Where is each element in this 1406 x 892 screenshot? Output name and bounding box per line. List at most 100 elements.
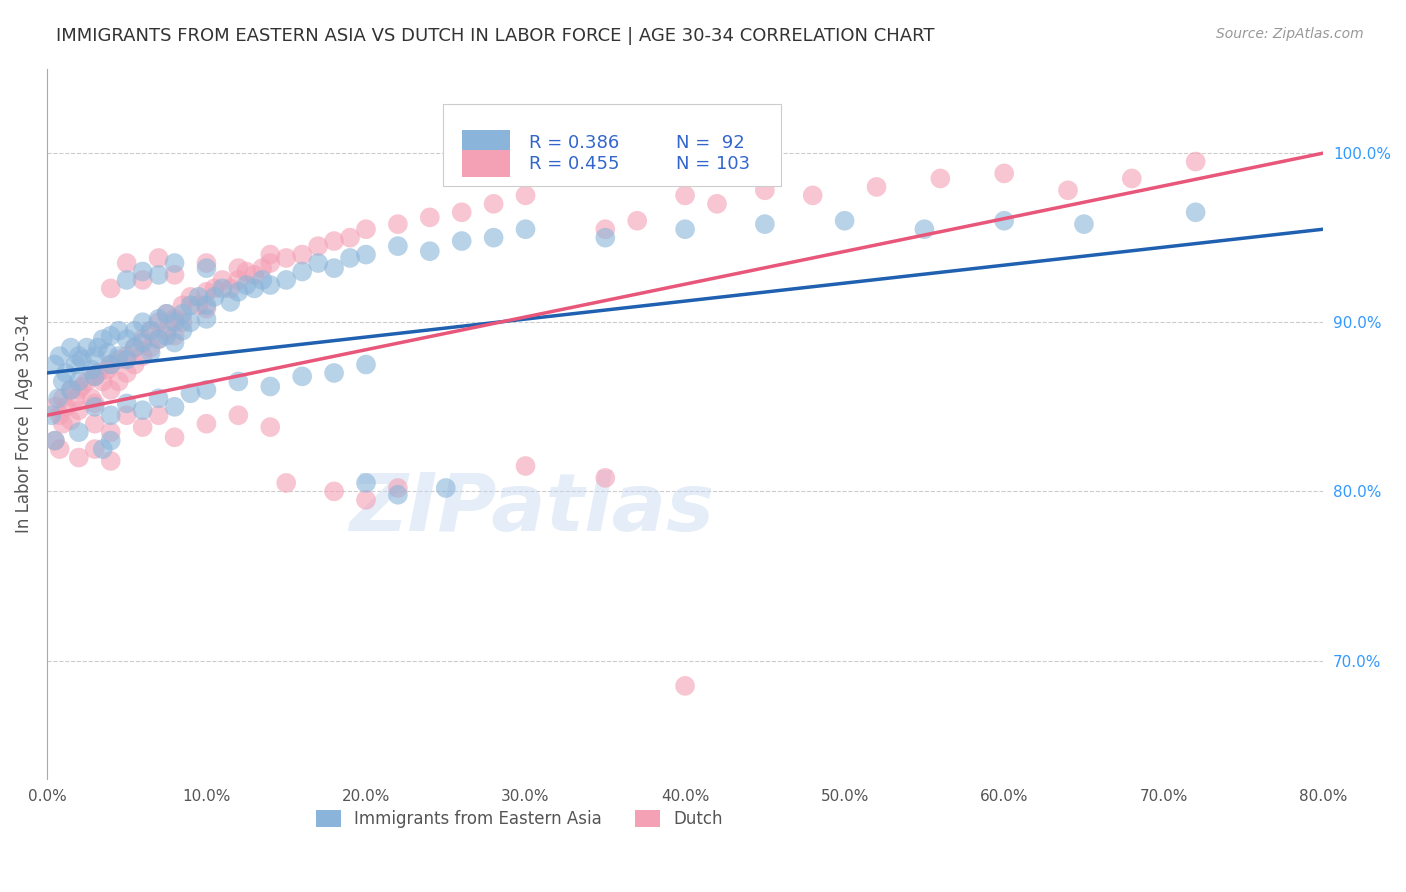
Point xyxy=(339,230,361,244)
Point xyxy=(124,324,146,338)
Point xyxy=(131,332,153,346)
Point xyxy=(44,358,66,372)
Point xyxy=(195,298,218,312)
Point xyxy=(70,379,93,393)
Point xyxy=(307,239,329,253)
Point xyxy=(252,273,274,287)
Point xyxy=(259,420,281,434)
Point xyxy=(276,251,298,265)
Point xyxy=(387,488,409,502)
Text: ZIPatlas: ZIPatlas xyxy=(350,470,714,548)
Point xyxy=(1121,171,1143,186)
Point xyxy=(100,358,122,372)
Point xyxy=(834,213,856,227)
Point xyxy=(100,358,122,372)
Point xyxy=(83,396,105,410)
Point xyxy=(148,332,170,346)
Point xyxy=(115,396,138,410)
Point xyxy=(259,379,281,393)
Point xyxy=(87,366,110,380)
Point xyxy=(912,222,935,236)
Point xyxy=(595,471,617,485)
Point xyxy=(107,375,129,389)
Point xyxy=(67,349,90,363)
Point xyxy=(44,434,66,448)
Point xyxy=(124,341,146,355)
Point xyxy=(148,268,170,282)
Point xyxy=(100,328,122,343)
Point xyxy=(291,264,314,278)
Point xyxy=(76,341,98,355)
Point xyxy=(76,375,98,389)
Point xyxy=(131,349,153,363)
Point xyxy=(202,281,225,295)
Point xyxy=(1073,217,1095,231)
Point xyxy=(219,294,242,309)
Point xyxy=(107,349,129,363)
Point xyxy=(450,234,472,248)
Text: IMMIGRANTS FROM EASTERN ASIA VS DUTCH IN LABOR FORCE | AGE 30-34 CORRELATION CHA: IMMIGRANTS FROM EASTERN ASIA VS DUTCH IN… xyxy=(56,27,935,45)
Point xyxy=(243,281,266,295)
Point xyxy=(929,171,952,186)
Point xyxy=(80,392,103,406)
Point xyxy=(354,358,377,372)
Point xyxy=(139,341,162,355)
Point xyxy=(70,352,93,367)
Point xyxy=(291,369,314,384)
Point xyxy=(450,205,472,219)
Point xyxy=(83,349,105,363)
Point xyxy=(323,234,346,248)
Point xyxy=(1184,154,1206,169)
Point xyxy=(172,315,194,329)
Point xyxy=(259,278,281,293)
Point xyxy=(195,256,218,270)
Point xyxy=(179,298,201,312)
Point xyxy=(235,278,257,293)
Point xyxy=(673,222,696,236)
Point xyxy=(219,281,242,295)
Point xyxy=(595,230,617,244)
Point xyxy=(115,332,138,346)
Point xyxy=(67,403,90,417)
Point xyxy=(41,409,63,423)
Text: N = 103: N = 103 xyxy=(676,154,751,173)
Point xyxy=(179,386,201,401)
Point xyxy=(163,328,186,343)
Text: N =  92: N = 92 xyxy=(676,134,745,152)
Point xyxy=(387,217,409,231)
Text: R = 0.386: R = 0.386 xyxy=(530,134,620,152)
Point xyxy=(139,324,162,338)
Point xyxy=(52,375,75,389)
Point xyxy=(96,345,118,359)
FancyBboxPatch shape xyxy=(461,150,510,178)
Point xyxy=(59,383,82,397)
Point xyxy=(87,341,110,355)
Point xyxy=(148,315,170,329)
Point xyxy=(163,430,186,444)
Point xyxy=(107,352,129,367)
Point xyxy=(515,458,537,473)
Point xyxy=(131,403,153,417)
Point xyxy=(354,247,377,261)
Point xyxy=(172,307,194,321)
Point xyxy=(339,251,361,265)
Point xyxy=(131,264,153,278)
Point xyxy=(44,400,66,414)
Point xyxy=(46,392,69,406)
Text: Source: ZipAtlas.com: Source: ZipAtlas.com xyxy=(1216,27,1364,41)
Point xyxy=(243,268,266,282)
Point xyxy=(163,256,186,270)
Point xyxy=(754,183,776,197)
Point xyxy=(195,383,218,397)
Point xyxy=(163,335,186,350)
Point xyxy=(202,290,225,304)
Point xyxy=(48,409,70,423)
Point xyxy=(139,345,162,359)
Point xyxy=(172,324,194,338)
Point xyxy=(131,420,153,434)
Point xyxy=(172,298,194,312)
Point xyxy=(115,366,138,380)
Point xyxy=(195,417,218,431)
Point xyxy=(83,369,105,384)
Point xyxy=(754,217,776,231)
